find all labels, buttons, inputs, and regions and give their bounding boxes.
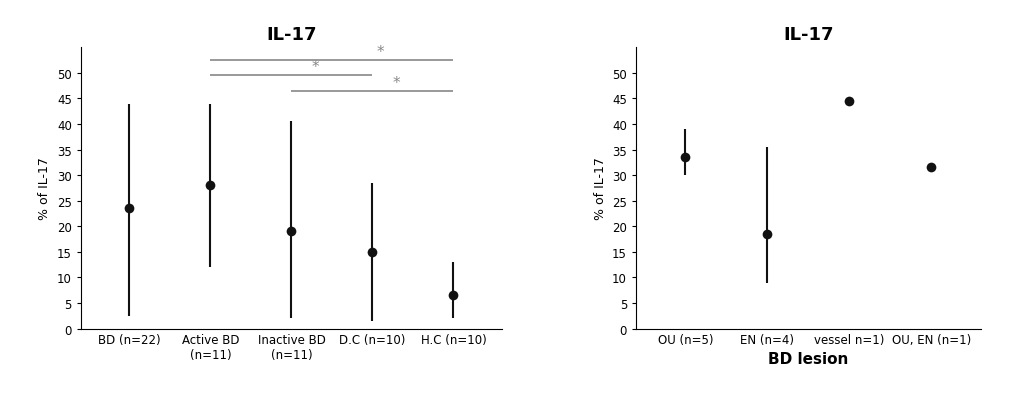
Y-axis label: % of IL-17: % of IL-17 [38, 157, 52, 220]
X-axis label: BD lesion: BD lesion [768, 352, 848, 367]
Title: IL-17: IL-17 [266, 26, 316, 44]
Text: *: * [393, 75, 400, 91]
Text: *: * [312, 60, 319, 75]
Text: *: * [377, 45, 384, 60]
Y-axis label: % of IL-17: % of IL-17 [593, 157, 607, 220]
Title: IL-17: IL-17 [784, 26, 834, 44]
